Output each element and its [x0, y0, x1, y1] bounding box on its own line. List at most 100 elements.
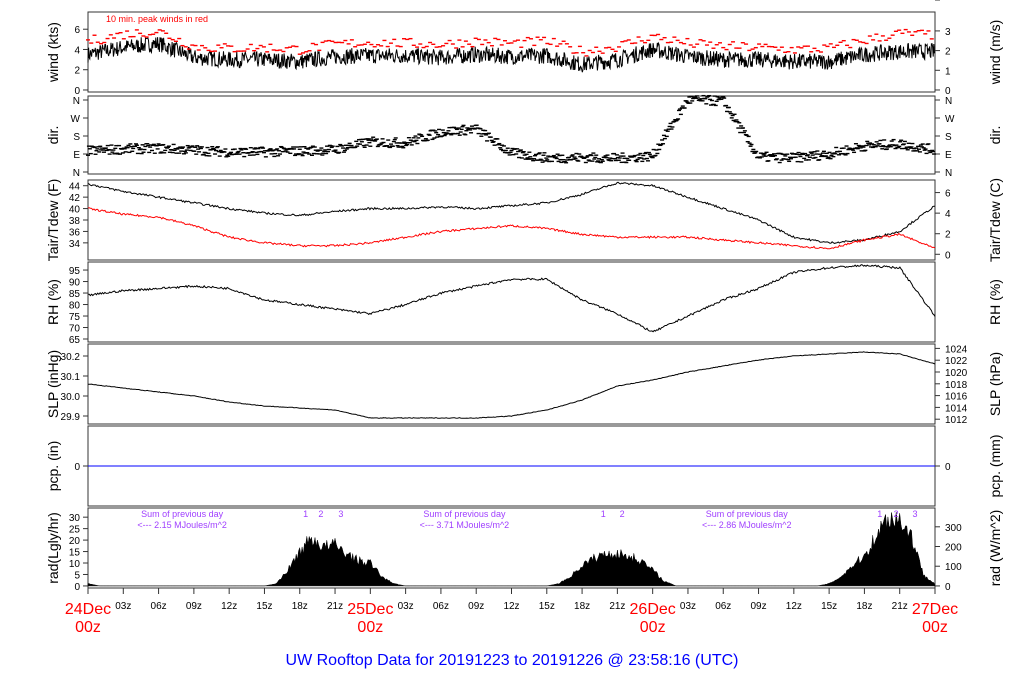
wind-data-point	[362, 43, 367, 45]
dir-data-point	[488, 136, 493, 138]
dir-data-point	[452, 126, 457, 129]
wind-data-point	[388, 42, 393, 44]
wind-data-point	[226, 45, 231, 47]
dir-data-point	[565, 159, 570, 161]
x-tick-label-day-hour: 00z	[922, 619, 948, 636]
dir-data-point	[148, 146, 153, 148]
dir-data-point	[603, 155, 608, 157]
dir-data-point	[766, 160, 771, 162]
wind-data-point	[623, 40, 628, 42]
wind-data-point	[301, 52, 306, 54]
dir-data-point	[519, 157, 524, 159]
wind-data-point	[779, 46, 784, 48]
dir-data-point	[885, 146, 890, 148]
dir-data-point	[697, 99, 702, 101]
wind-data-point	[463, 40, 468, 42]
dir-data-point	[125, 147, 130, 149]
dir-data-point	[522, 154, 527, 156]
dir-data-point	[152, 152, 157, 154]
dir-data-point	[586, 159, 591, 161]
dir-data-point	[347, 142, 352, 145]
dir-data-point	[510, 147, 515, 150]
dir-data-point	[449, 134, 454, 136]
dir-data-point	[117, 153, 122, 155]
wind-data-point	[828, 43, 833, 45]
wind-data-point	[196, 49, 201, 51]
dir-data-point	[489, 139, 494, 142]
dir-data-point	[271, 149, 276, 151]
dir-data-point	[877, 143, 882, 145]
dir-data-point	[440, 129, 445, 131]
wind-data-point	[887, 37, 892, 39]
wind-data-point	[304, 51, 309, 53]
wind-data-point	[639, 40, 644, 42]
dir-data-point	[386, 139, 391, 141]
dir-data-point	[926, 143, 931, 145]
wind-data-point	[255, 47, 260, 50]
dir-data-point	[426, 133, 431, 136]
dir-data-point	[717, 97, 722, 99]
wind-data-point	[476, 38, 481, 41]
dir-data-point	[878, 139, 883, 142]
dir-data-point	[217, 155, 222, 157]
wind-data-point	[147, 33, 152, 36]
dir-data-point	[541, 154, 546, 156]
dir-data-point	[928, 151, 933, 154]
dir-data-point	[916, 145, 921, 148]
dir-data-point	[88, 152, 93, 155]
wind-series-10-min-peak	[86, 28, 934, 57]
wind-data-point	[424, 45, 429, 48]
wind-data-point	[871, 39, 876, 41]
dir-data-point	[374, 138, 379, 140]
dir-data-point	[573, 157, 578, 160]
dir-data-point	[557, 154, 562, 157]
wind-data-point	[512, 40, 517, 42]
dir-data-point	[595, 161, 600, 163]
wind-series-wind-speed	[87, 37, 936, 73]
dir-data-point	[893, 147, 898, 150]
dir-data-point	[423, 138, 428, 140]
dir-data-point	[785, 153, 790, 155]
dir-data-point	[859, 150, 864, 152]
dir-data-point	[459, 128, 464, 131]
rad-marker: 3	[912, 509, 917, 519]
dir-data-point	[472, 128, 477, 130]
wind-data-point	[665, 41, 670, 44]
wind-data-point	[385, 45, 390, 48]
dir-data-point	[150, 144, 155, 147]
dir-data-point	[366, 139, 371, 141]
dir-data-point	[508, 151, 513, 154]
dir-data-point	[517, 156, 522, 159]
wind-data-point	[340, 41, 345, 44]
dir-data-point	[362, 146, 367, 148]
dir-data-point	[373, 140, 378, 142]
dir-data-point	[280, 150, 285, 153]
dir-data-point	[101, 151, 106, 153]
x-tick-label: 06z	[433, 601, 449, 612]
wind-data-point	[529, 38, 534, 40]
dir-data-point	[902, 140, 907, 143]
dir-series-wind-direction	[86, 94, 937, 164]
dir-data-point	[570, 154, 575, 156]
dir-data-point	[518, 149, 523, 151]
dir-data-point	[783, 155, 788, 157]
dir-data-point	[817, 159, 822, 161]
dir-data-point	[120, 152, 125, 154]
wind-data-point	[327, 39, 332, 42]
wind-data-point	[382, 39, 387, 42]
dir-data-point	[211, 147, 216, 150]
wind-data-point	[516, 39, 521, 41]
temp-right-tick-label: 6	[945, 189, 951, 200]
rad-right-tick-label: 0	[945, 582, 951, 593]
dir-data-point	[754, 150, 759, 153]
dir-data-point	[503, 149, 508, 152]
dir-data-point	[249, 151, 254, 154]
wind-data-point	[708, 41, 713, 43]
dir-data-point	[185, 144, 190, 147]
dir-data-point	[523, 158, 528, 160]
wind-data-point	[99, 42, 104, 45]
dir-data-point	[721, 96, 726, 98]
wind-data-point	[493, 37, 498, 40]
dir-data-point	[845, 152, 850, 155]
dir-data-point	[277, 153, 282, 155]
